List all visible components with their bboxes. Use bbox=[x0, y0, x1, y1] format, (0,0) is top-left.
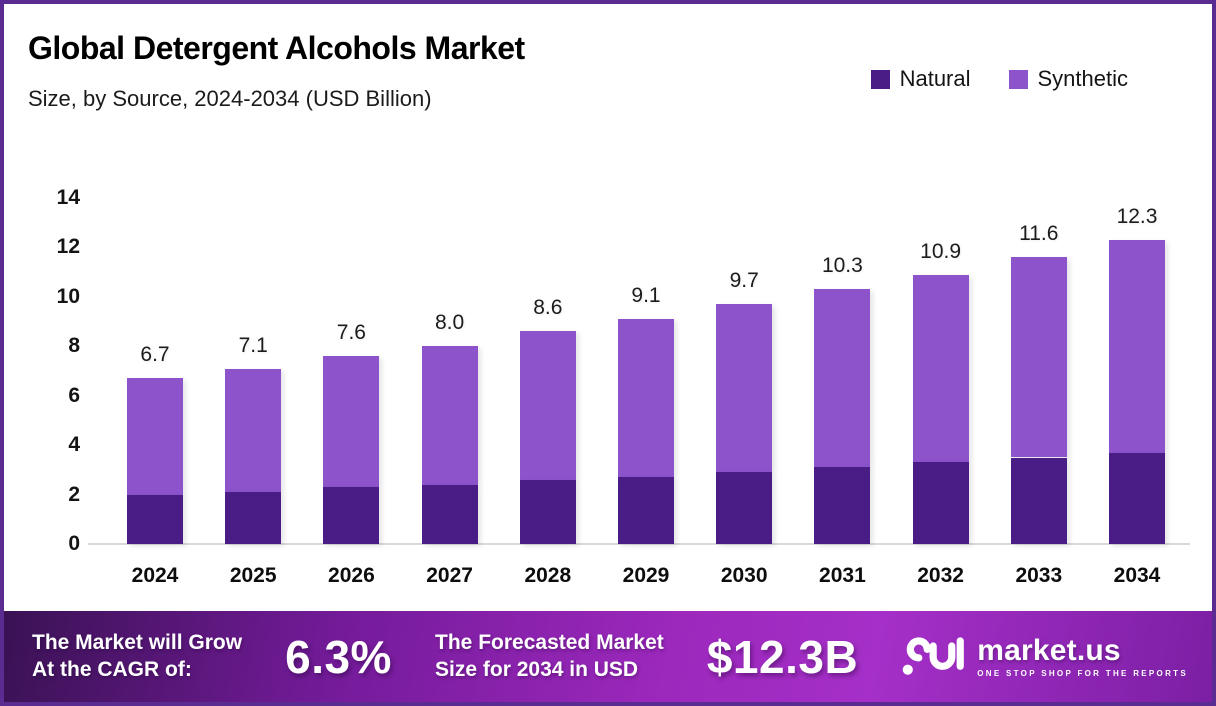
bar-2029-synthetic bbox=[618, 319, 674, 478]
footer-banner: The Market will Grow At the CAGR of: 6.3… bbox=[4, 611, 1212, 702]
y-tick-10: 10 bbox=[56, 284, 80, 308]
x-tick-2031: 2031 bbox=[819, 564, 866, 587]
bar-2032-synthetic bbox=[912, 274, 969, 463]
total-label-2028: 8.6 bbox=[533, 296, 563, 320]
legend-item-natural: Natural bbox=[870, 66, 971, 92]
y-tick-4: 4 bbox=[68, 433, 80, 457]
x-tick-2024: 2024 bbox=[131, 564, 179, 587]
bar-2027-natural bbox=[421, 484, 478, 544]
x-tick-2030: 2030 bbox=[720, 564, 768, 587]
bar-2025-natural bbox=[225, 492, 282, 544]
total-label-2029: 9.1 bbox=[631, 284, 661, 308]
total-label-2032: 10.9 bbox=[920, 239, 962, 263]
bar-2031-natural bbox=[814, 467, 871, 544]
y-tick-6: 6 bbox=[68, 383, 80, 407]
forecast-text: The Forecasted Market Size for 2034 in U… bbox=[435, 630, 664, 684]
x-tick-2027: 2027 bbox=[426, 564, 473, 587]
cagr-text: The Market will Grow At the CAGR of: bbox=[32, 630, 242, 684]
legend-swatch-synthetic bbox=[1008, 69, 1028, 89]
brand-name: market.us bbox=[977, 633, 1121, 667]
y-tick-8: 8 bbox=[68, 334, 80, 358]
bar-2034-natural bbox=[1109, 452, 1165, 544]
chart-title: Global Detergent Alcohols Market bbox=[28, 30, 525, 66]
brand-logo: market.us ONE STOP SHOP FOR THE REPORTS bbox=[901, 630, 1188, 684]
legend-swatch-natural bbox=[870, 69, 890, 89]
x-tick-2029: 2029 bbox=[622, 564, 670, 587]
bar-2030-synthetic bbox=[716, 304, 773, 473]
bar-2024-natural bbox=[127, 494, 183, 544]
bar-2028-natural bbox=[519, 479, 576, 544]
cagr-line1: The Market will Grow bbox=[32, 630, 243, 654]
y-tick-2: 2 bbox=[68, 482, 80, 506]
bar-2026-synthetic bbox=[323, 356, 380, 488]
cagr-value: 6.3% bbox=[285, 630, 392, 683]
total-label-2034: 12.3 bbox=[1116, 205, 1158, 228]
legend-label-synthetic: Synthetic bbox=[1037, 66, 1129, 91]
x-tick-2034: 2034 bbox=[1113, 564, 1161, 587]
legend-label-natural: Natural bbox=[899, 66, 971, 91]
forecast-line2: Size for 2034 in USD bbox=[435, 657, 639, 681]
bar-2024-synthetic bbox=[127, 378, 183, 495]
bar-2028-synthetic bbox=[519, 331, 576, 480]
total-label-2027: 8.0 bbox=[434, 311, 465, 335]
legend-item-synthetic: Synthetic bbox=[1008, 66, 1129, 92]
forecast-line1: The Forecasted Market bbox=[435, 630, 664, 654]
chart-subtitle: Size, by Source, 2024-2034 (USD Billion) bbox=[28, 86, 432, 111]
bar-2034-synthetic bbox=[1109, 240, 1165, 453]
x-tick-2032: 2032 bbox=[917, 564, 964, 587]
bar-2027-synthetic bbox=[421, 346, 478, 485]
total-label-2033: 11.6 bbox=[1019, 222, 1059, 246]
x-tick-2025: 2025 bbox=[229, 564, 277, 587]
total-label-2030: 9.7 bbox=[729, 269, 759, 293]
bar-2029-natural bbox=[618, 477, 674, 544]
forecast-value: $12.3B bbox=[706, 630, 859, 683]
bar-2026-natural bbox=[323, 487, 380, 544]
total-label-2031: 10.3 bbox=[821, 254, 863, 278]
x-tick-2026: 2026 bbox=[328, 564, 375, 587]
bar-2032-natural bbox=[912, 462, 969, 544]
total-label-2026: 7.6 bbox=[336, 321, 366, 345]
bar-2031-synthetic bbox=[814, 289, 871, 468]
y-tick-14: 14 bbox=[56, 186, 80, 209]
y-tick-12: 12 bbox=[56, 235, 80, 259]
legend: Natural Synthetic bbox=[870, 66, 1129, 92]
market-us-logo-icon bbox=[902, 636, 965, 675]
stacked-bar-chart: 0 2 4 6 8 10 12 14 6.7 2024 7.1 2025 7.6 2026 8.0 2027 8… bbox=[4, 4, 1212, 702]
bar-2033-synthetic bbox=[1010, 257, 1067, 458]
total-label-2024: 6.7 bbox=[140, 343, 170, 367]
cagr-line2: At the CAGR of: bbox=[32, 657, 192, 681]
bar-2030-natural bbox=[716, 472, 773, 544]
bar-2033-natural bbox=[1010, 457, 1067, 544]
x-tick-2028: 2028 bbox=[524, 564, 572, 587]
x-tick-2033: 2033 bbox=[1015, 564, 1063, 587]
bar-2025-synthetic bbox=[225, 368, 282, 493]
brand-tagline: ONE STOP SHOP FOR THE REPORTS bbox=[977, 668, 1188, 678]
y-tick-0: 0 bbox=[68, 532, 80, 555]
total-label-2025: 7.1 bbox=[238, 333, 268, 357]
x-axis-line bbox=[88, 543, 1190, 545]
